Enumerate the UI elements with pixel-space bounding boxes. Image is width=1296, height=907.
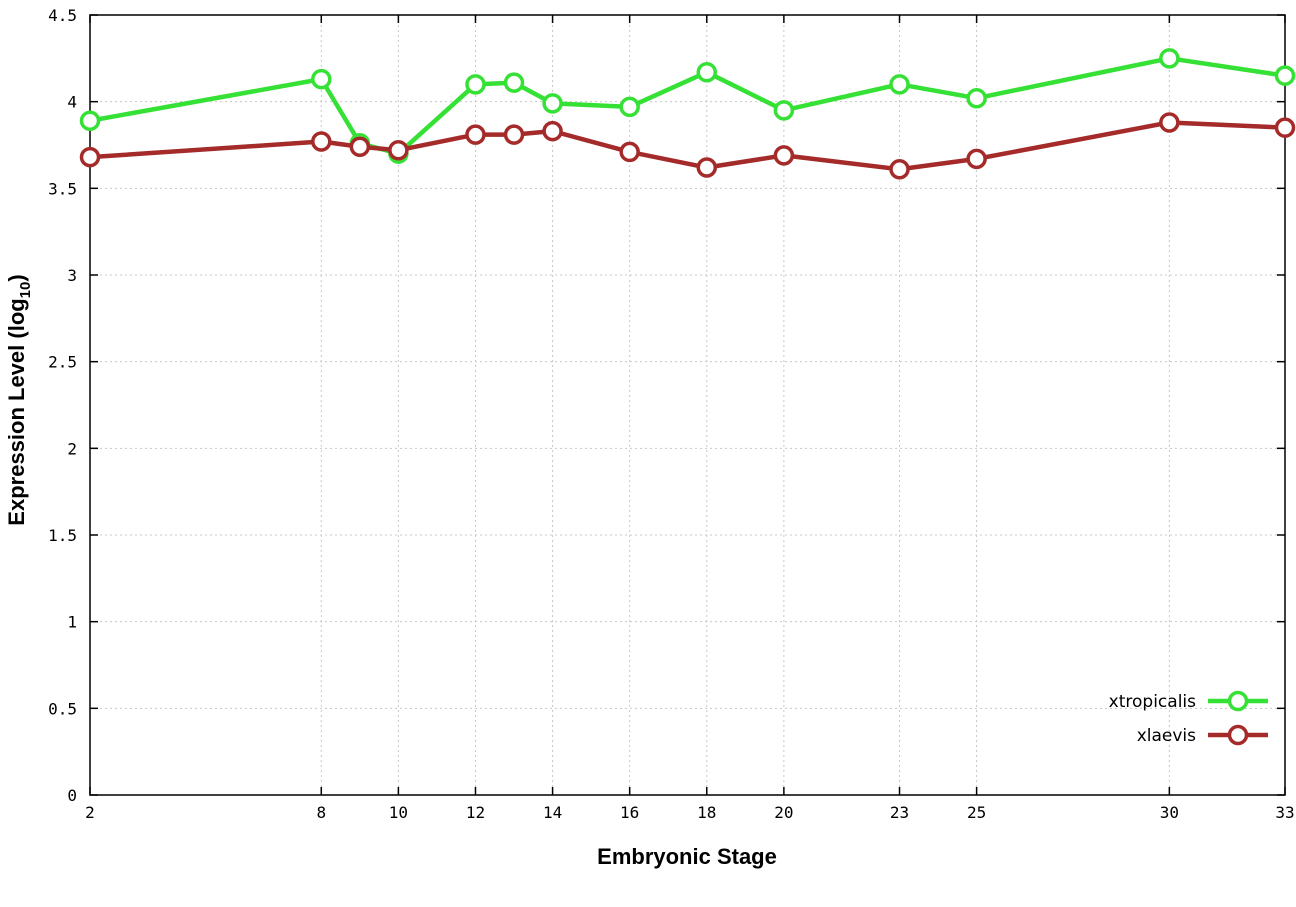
data-point-marker bbox=[773, 100, 795, 121]
y-axis-label-subscript: 10 bbox=[17, 282, 34, 299]
data-point-marker bbox=[311, 68, 332, 90]
x-tick-label: 12 bbox=[466, 803, 485, 822]
plot-border bbox=[89, 14, 1286, 796]
x-tick-label: 2 bbox=[85, 803, 95, 822]
plot-area: 2 8 10 12 14 16 18 20 23 25 30 33 0 0.5 1 1.5 2 2.5 3 3.5 4 4… bbox=[48, 6, 1296, 822]
y-tick-label: 3 bbox=[67, 266, 77, 285]
data-point-marker bbox=[773, 145, 795, 166]
x-tick-label: 18 bbox=[697, 803, 716, 822]
series-line bbox=[87, 120, 1288, 172]
data-point-marker bbox=[1274, 117, 1296, 138]
x-tick-label: 14 bbox=[543, 803, 562, 822]
data-point-marker bbox=[79, 146, 101, 168]
y-axis-label: Expression Level (log10) bbox=[4, 274, 34, 525]
x-tick-label: 33 bbox=[1275, 803, 1294, 822]
data-point-marker bbox=[619, 141, 640, 163]
x-tick-label: 30 bbox=[1160, 803, 1179, 822]
x-tick-label: 23 bbox=[890, 803, 909, 822]
grid bbox=[89, 14, 1286, 796]
legend-marker-sample bbox=[1227, 724, 1249, 746]
data-point-marker bbox=[542, 93, 563, 114]
data-point-marker bbox=[696, 157, 718, 178]
data-point-marker bbox=[1159, 48, 1180, 69]
tick-labels: 2 8 10 12 14 16 18 20 23 25 30 33 0 0.5 1 1.5 2 2.5 3 3.5 4 4… bbox=[48, 6, 1295, 822]
legend: xtropicalis xlaevis bbox=[1109, 690, 1268, 746]
data-point-marker bbox=[311, 131, 332, 152]
x-axis-label: Embryonic Stage bbox=[597, 844, 777, 869]
y-tick-label: 1.5 bbox=[48, 526, 77, 545]
series-xlaevis bbox=[79, 112, 1296, 180]
x-tick-label: 8 bbox=[316, 803, 326, 822]
x-tick-label: 10 bbox=[389, 803, 408, 822]
y-tick-label: 3.5 bbox=[48, 179, 77, 198]
data-point-marker bbox=[349, 136, 371, 157]
data-point-marker bbox=[388, 139, 409, 161]
y-axis-label-text: Expression Level (log bbox=[4, 298, 29, 525]
legend-entry-xtropicalis: xtropicalis bbox=[1109, 690, 1268, 712]
data-point-marker bbox=[889, 159, 910, 180]
x-tick-label: 16 bbox=[620, 803, 639, 822]
data-point-marker bbox=[1159, 112, 1180, 133]
y-tick-label: 0.5 bbox=[48, 699, 77, 718]
y-tick-label: 2 bbox=[67, 439, 77, 458]
y-tick-label: 4.5 bbox=[48, 6, 77, 25]
legend-label: xtropicalis bbox=[1109, 692, 1196, 712]
legend-marker-sample bbox=[1227, 690, 1249, 712]
data-point-marker bbox=[966, 148, 987, 170]
data-point-marker bbox=[503, 124, 525, 145]
tick-marks bbox=[89, 14, 1286, 796]
data-point-marker bbox=[696, 61, 718, 83]
data-point-marker bbox=[1274, 65, 1296, 86]
data-point-marker bbox=[619, 96, 640, 118]
series-line bbox=[87, 56, 1288, 156]
data-point-marker bbox=[79, 110, 101, 131]
data-point-marker bbox=[542, 120, 563, 142]
data-point-marker bbox=[889, 74, 910, 95]
legend-label: xlaevis bbox=[1137, 726, 1196, 746]
y-tick-label: 0 bbox=[67, 786, 77, 805]
data-point-marker bbox=[465, 124, 486, 145]
data-point-marker bbox=[966, 87, 987, 109]
y-axis-label-suffix: ) bbox=[4, 274, 29, 281]
legend-entry-xlaevis: xlaevis bbox=[1137, 724, 1268, 746]
y-tick-label: 1 bbox=[67, 613, 77, 632]
y-tick-label: 4 bbox=[67, 93, 77, 112]
x-tick-label: 20 bbox=[774, 803, 793, 822]
data-point-marker bbox=[503, 72, 525, 93]
x-tick-label: 25 bbox=[967, 803, 986, 822]
y-tick-label: 2.5 bbox=[48, 353, 77, 372]
data-point-marker bbox=[465, 74, 486, 95]
